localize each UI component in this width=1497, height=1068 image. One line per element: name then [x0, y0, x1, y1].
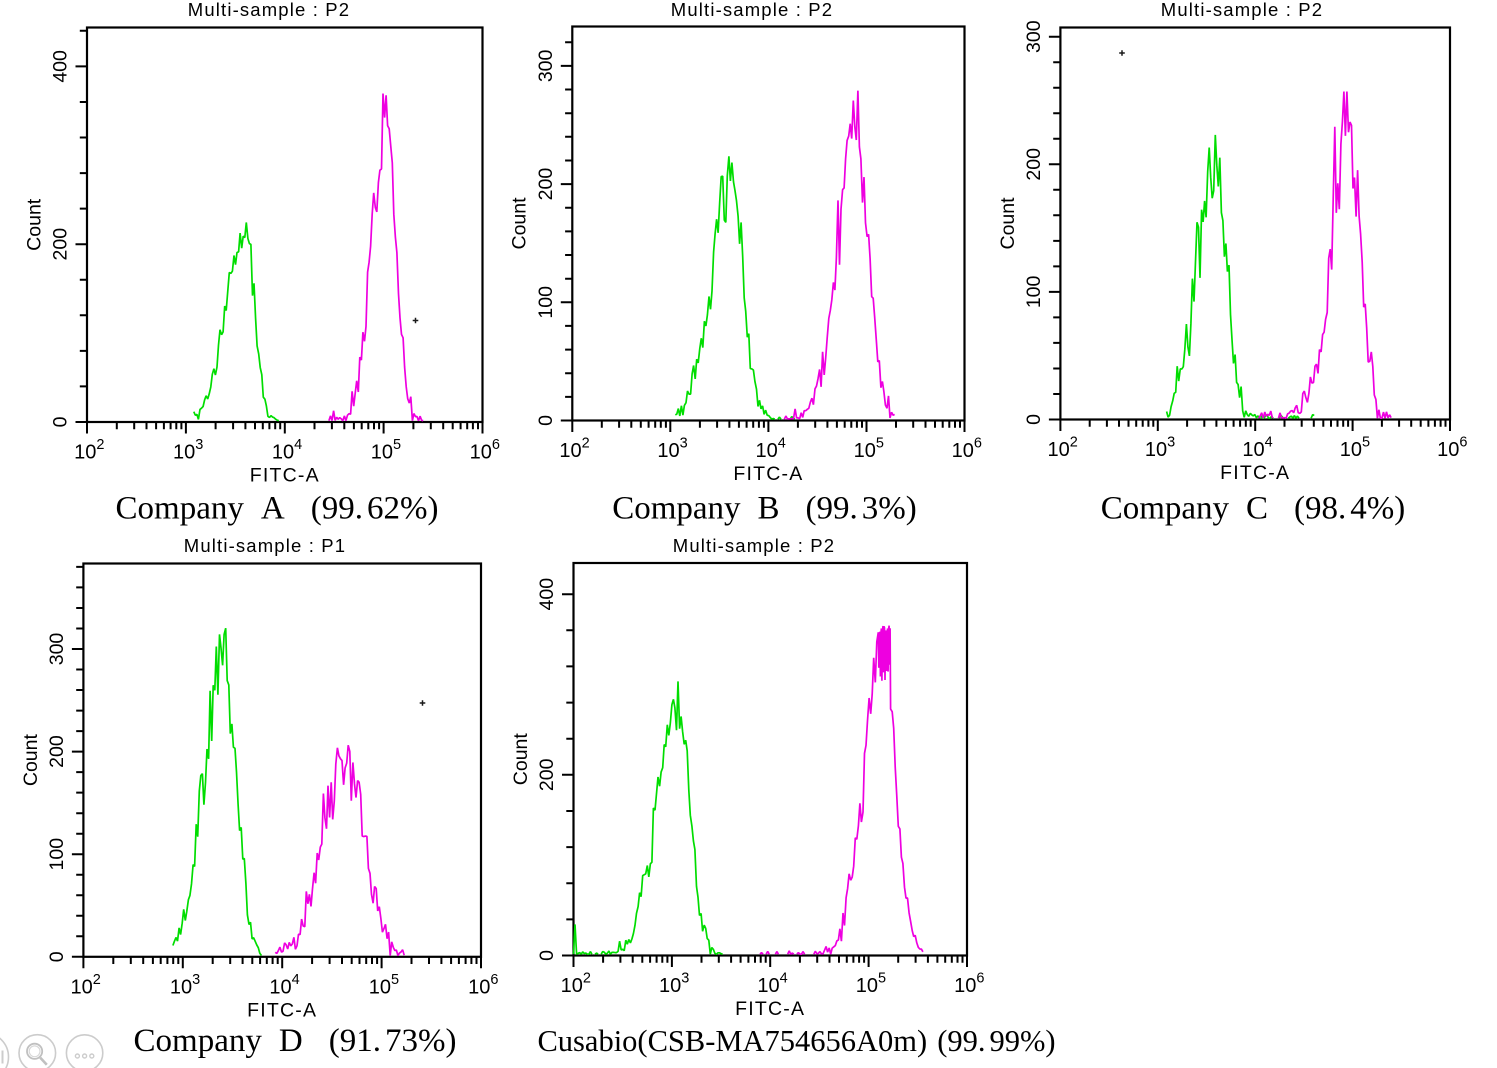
svg-text:400: 400 [536, 578, 558, 611]
svg-text:FITC-A: FITC-A [733, 463, 803, 485]
svg-text:200: 200 [535, 168, 557, 201]
svg-text:Multi-sample : P2: Multi-sample : P2 [188, 0, 350, 20]
svg-text:Count: Count [997, 197, 1019, 250]
svg-text:0: 0 [535, 415, 557, 426]
svg-text:Multi-sample : P1: Multi-sample : P1 [184, 535, 346, 556]
svg-text:102: 102 [559, 436, 589, 463]
svg-text:200: 200 [50, 228, 72, 261]
svg-text:Multi-sample : P2: Multi-sample : P2 [671, 0, 833, 20]
svg-text:Count: Count [23, 198, 45, 251]
svg-text:Count: Count [510, 733, 532, 786]
svg-text:Multi-sample : P2: Multi-sample : P2 [673, 535, 835, 556]
svg-text:400: 400 [50, 50, 72, 83]
svg-text:100: 100 [46, 838, 68, 871]
svg-text:200: 200 [1023, 148, 1045, 181]
svg-text:0: 0 [46, 951, 68, 962]
svg-text:Count: Count [20, 734, 42, 787]
svg-text:Multi-sample : P2: Multi-sample : P2 [1161, 0, 1323, 20]
svg-text:100: 100 [535, 286, 557, 319]
svg-text:FITC-A: FITC-A [735, 998, 805, 1020]
svg-text:Count: Count [509, 197, 531, 250]
svg-text:103: 103 [170, 972, 200, 999]
svg-text:200: 200 [46, 735, 68, 768]
svg-text:300: 300 [1023, 20, 1045, 53]
svg-text:300: 300 [46, 633, 68, 666]
svg-text:200: 200 [536, 758, 558, 791]
svg-text:103: 103 [173, 437, 203, 464]
svg-text:105: 105 [371, 437, 401, 464]
svg-text:0: 0 [536, 950, 558, 961]
svg-text:FITC-A: FITC-A [1220, 462, 1290, 484]
svg-text:100: 100 [1023, 275, 1045, 308]
svg-text:300: 300 [535, 49, 557, 82]
svg-text:FITC-A: FITC-A [250, 465, 320, 487]
svg-text:Cusabio(CSB-MA754656A0m)(99.99: Cusabio(CSB-MA754656A0m) (99. 99%) [537, 1024, 1055, 1058]
svg-text:FITC-A: FITC-A [247, 999, 317, 1021]
svg-text:0: 0 [1023, 414, 1045, 425]
svg-text:0: 0 [50, 416, 72, 427]
